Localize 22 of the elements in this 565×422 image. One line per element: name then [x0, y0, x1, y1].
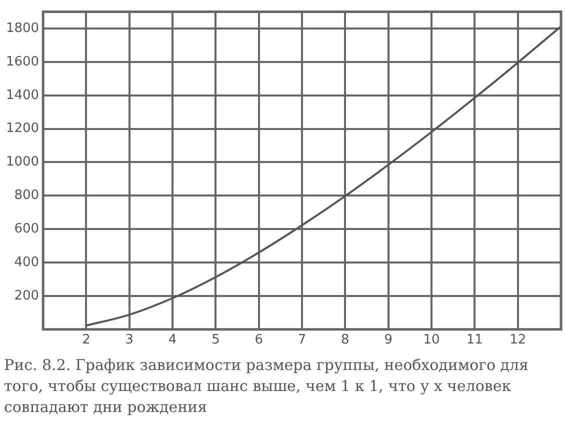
x-tick-label: 11 — [466, 332, 483, 348]
x-tick-label: 5 — [212, 332, 220, 348]
y-tick-label: 1200 — [6, 121, 40, 136]
x-tick-label: 10 — [423, 332, 440, 348]
y-tick-label: 1800 — [6, 20, 40, 36]
line-series — [85, 25, 561, 327]
x-tick-label: 12 — [510, 332, 526, 348]
x-tick-label: 8 — [341, 332, 350, 348]
y-tick-label: 600 — [14, 221, 40, 236]
x-tick-label: 3 — [125, 332, 134, 348]
y-tick-label: 200 — [14, 288, 40, 304]
y-tick-label: 1400 — [6, 88, 40, 103]
x-tick-label: 6 — [254, 332, 264, 348]
y-tick-label: 1000 — [6, 154, 40, 170]
x-tick-label: 7 — [298, 332, 306, 348]
text: Рис. 8.2. График зависимости размера группы, необходимого для того, чтобы существовал шанс выше, чем 1 к 1, что у x человек совпадают дни рождения — [4, 355, 530, 418]
y-tick-label: 1600 — [6, 54, 40, 70]
x-tick-label: 9 — [384, 332, 392, 348]
y-tick-label: 400 — [14, 254, 40, 270]
x-tick-label: 2 — [82, 332, 90, 348]
x-tick-label: 4 — [168, 332, 177, 348]
y-tick-label: 800 — [14, 188, 40, 204]
